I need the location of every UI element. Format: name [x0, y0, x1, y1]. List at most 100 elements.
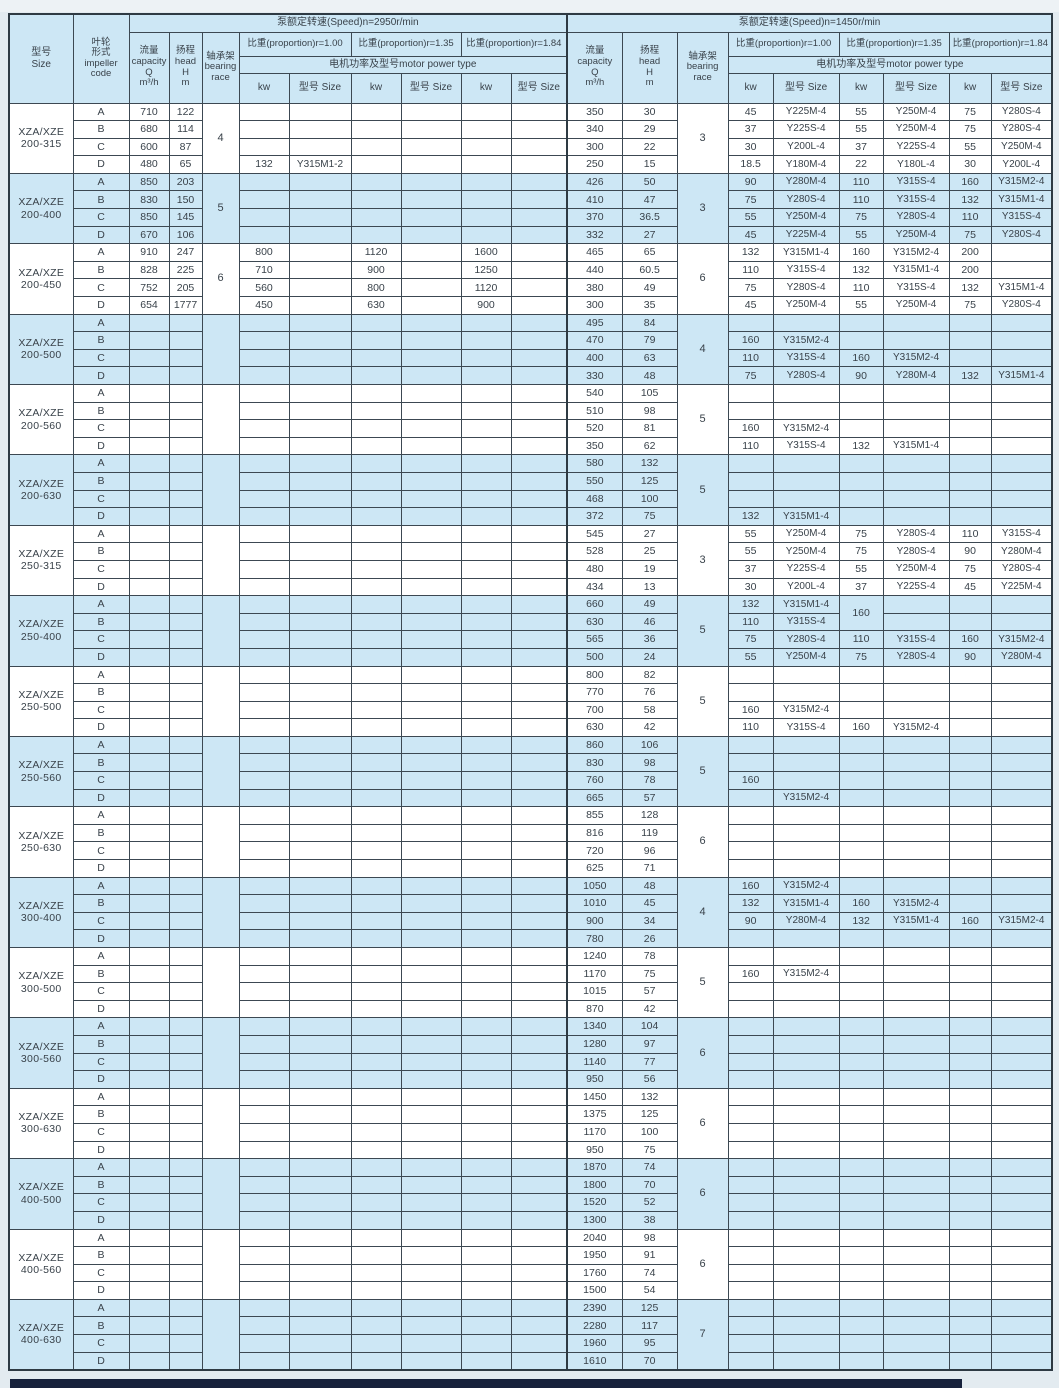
- capacity-cell-1450: 1170: [566, 1122, 623, 1142]
- capacity-cell-1450: 1170: [566, 964, 623, 984]
- motor-kw-cell-1450: [948, 612, 992, 632]
- motor-model-cell-2950: [288, 1334, 352, 1353]
- header-motor-power-1450: 电机功率及型号motor power type: [727, 55, 1053, 74]
- motor-model-cell-1450: [990, 1158, 1053, 1177]
- impeller-code-cell: C: [72, 489, 130, 509]
- head-cell-2950: [168, 999, 203, 1019]
- motor-kw-cell-2950: [350, 1281, 402, 1300]
- motor-model-cell-1450: [882, 1193, 950, 1212]
- impeller-code-cell: C: [72, 1263, 130, 1283]
- spec-table-body: XZA/XZE 200-315 A 710 122 4 350 30 3 45 Y225M-4 55…: [8, 102, 1053, 1371]
- motor-model-cell-2950: [400, 859, 462, 878]
- motor-kw-cell-1450: 18.5: [727, 155, 774, 174]
- motor-kw-cell-1450: [727, 1351, 774, 1371]
- motor-kw-cell-2950: [460, 208, 512, 227]
- capacity-cell-1450: 350: [566, 102, 623, 122]
- motor-model-cell-1450: [772, 1140, 840, 1160]
- motor-model-cell-2950: [288, 366, 352, 385]
- motor-model-cell-1450: Y280S-4: [772, 278, 840, 298]
- motor-model-cell-2950: [510, 964, 568, 984]
- head-cell-1450: 34: [621, 911, 678, 931]
- motor-kw-cell-2950: [238, 419, 290, 438]
- motor-model-cell-2950: [288, 577, 352, 597]
- capacity-cell-2950: [128, 331, 170, 350]
- capacity-cell-2950: [128, 454, 170, 473]
- head-cell-2950: [168, 876, 203, 896]
- motor-kw-cell-2950: [238, 1228, 290, 1248]
- impeller-code-cell: B: [72, 1316, 130, 1336]
- motor-model-cell-2950: [288, 612, 352, 632]
- motor-model-cell-1450: Y280M-4: [772, 911, 840, 931]
- head-cell-1450: 30: [621, 102, 678, 122]
- head-cell-1450: 56: [621, 1070, 678, 1089]
- motor-model-cell-1450: [990, 260, 1053, 280]
- capacity-cell-2950: [128, 1052, 170, 1072]
- motor-kw-cell-2950: [460, 999, 512, 1019]
- size-cell: XZA/XZE 300-560: [8, 1017, 74, 1089]
- motor-model-cell-2950: [400, 190, 462, 210]
- motor-kw-cell-2950: [350, 1210, 402, 1230]
- motor-kw-cell-2950: [460, 1210, 512, 1230]
- head-cell-1450: 47: [621, 190, 678, 210]
- bearing-cell-1450: 5: [676, 665, 729, 737]
- motor-kw-cell-1450: 110: [838, 190, 884, 210]
- motor-model-cell-2950: [510, 401, 568, 421]
- bearing-cell-2950: [201, 383, 240, 456]
- motor-kw-cell-2950: [460, 665, 512, 685]
- motor-kw-cell-1450: [838, 859, 884, 878]
- capacity-cell-2950: [128, 1263, 170, 1283]
- motor-model-cell-2950: [400, 1193, 462, 1212]
- motor-kw-cell-1450: [948, 947, 992, 966]
- impeller-code-cell: A: [72, 1087, 130, 1107]
- motor-kw-cell-1450: 160: [727, 700, 774, 720]
- motor-kw-cell-2950: [460, 735, 512, 755]
- impeller-code-cell: D: [72, 577, 130, 597]
- motor-kw-cell-1450: [948, 1158, 992, 1177]
- head-cell-1450: 22: [621, 137, 678, 157]
- impeller-code-cell: B: [72, 190, 130, 210]
- impeller-code-cell: A: [72, 806, 130, 825]
- motor-model-cell-1450: Y180L-4: [882, 155, 950, 174]
- motor-model-cell-1450: [772, 929, 840, 948]
- motor-model-cell-2950: [510, 1228, 568, 1248]
- motor-model-cell-2950: [510, 454, 568, 473]
- motor-model-cell-2950: [288, 1034, 352, 1054]
- motor-kw-cell-2950: [350, 366, 402, 385]
- motor-kw-cell-1450: 22: [838, 155, 884, 174]
- motor-model-cell-2950: [288, 700, 352, 720]
- motor-kw-cell-2950: [460, 1122, 512, 1142]
- motor-model-cell-2950: [510, 348, 568, 368]
- motor-kw-cell-2950: [460, 190, 512, 210]
- motor-kw-cell-1450: 110: [727, 612, 774, 632]
- motor-model-cell-1450: [772, 753, 840, 773]
- capacity-cell-2950: [128, 577, 170, 597]
- motor-kw-cell-1450: 55: [838, 225, 884, 245]
- motor-model-cell-1450: Y315S-4: [772, 612, 840, 632]
- motor-model-cell-1450: Y250M-4: [882, 120, 950, 139]
- head-cell-1450: 74: [621, 1158, 678, 1177]
- motor-model-cell-1450: Y315M2-4: [882, 243, 950, 262]
- header-proportion-1450-2: 比重(proportion)r=1.84: [948, 31, 1053, 57]
- motor-kw-cell-1450: [727, 999, 774, 1019]
- motor-kw-cell-2950: 800: [238, 243, 290, 262]
- motor-kw-cell-1450: [838, 1122, 884, 1142]
- capacity-cell-1450: 855: [566, 806, 623, 825]
- motor-kw-cell-2950: [238, 1175, 290, 1195]
- head-cell-2950: [168, 806, 203, 825]
- motor-model-cell-2950: [510, 155, 568, 174]
- motor-model-cell-2950: [510, 1316, 568, 1336]
- motor-model-cell-1450: [772, 1316, 840, 1336]
- head-cell-2950: 150: [168, 190, 203, 210]
- motor-model-cell-2950: [400, 1298, 462, 1318]
- capacity-cell-2950: [128, 753, 170, 773]
- motor-model-cell-1450: [772, 1351, 840, 1371]
- motor-kw-cell-1450: [948, 1351, 992, 1371]
- motor-kw-cell-1450: 75: [727, 366, 774, 385]
- header-kw: kw: [238, 72, 290, 104]
- impeller-code-cell: D: [72, 859, 130, 878]
- motor-kw-cell-2950: [350, 331, 402, 350]
- header-kw: kw: [948, 72, 992, 104]
- impeller-code-cell: A: [72, 595, 130, 614]
- motor-model-cell-1450: [772, 665, 840, 685]
- capacity-cell-1450: 1375: [566, 1105, 623, 1124]
